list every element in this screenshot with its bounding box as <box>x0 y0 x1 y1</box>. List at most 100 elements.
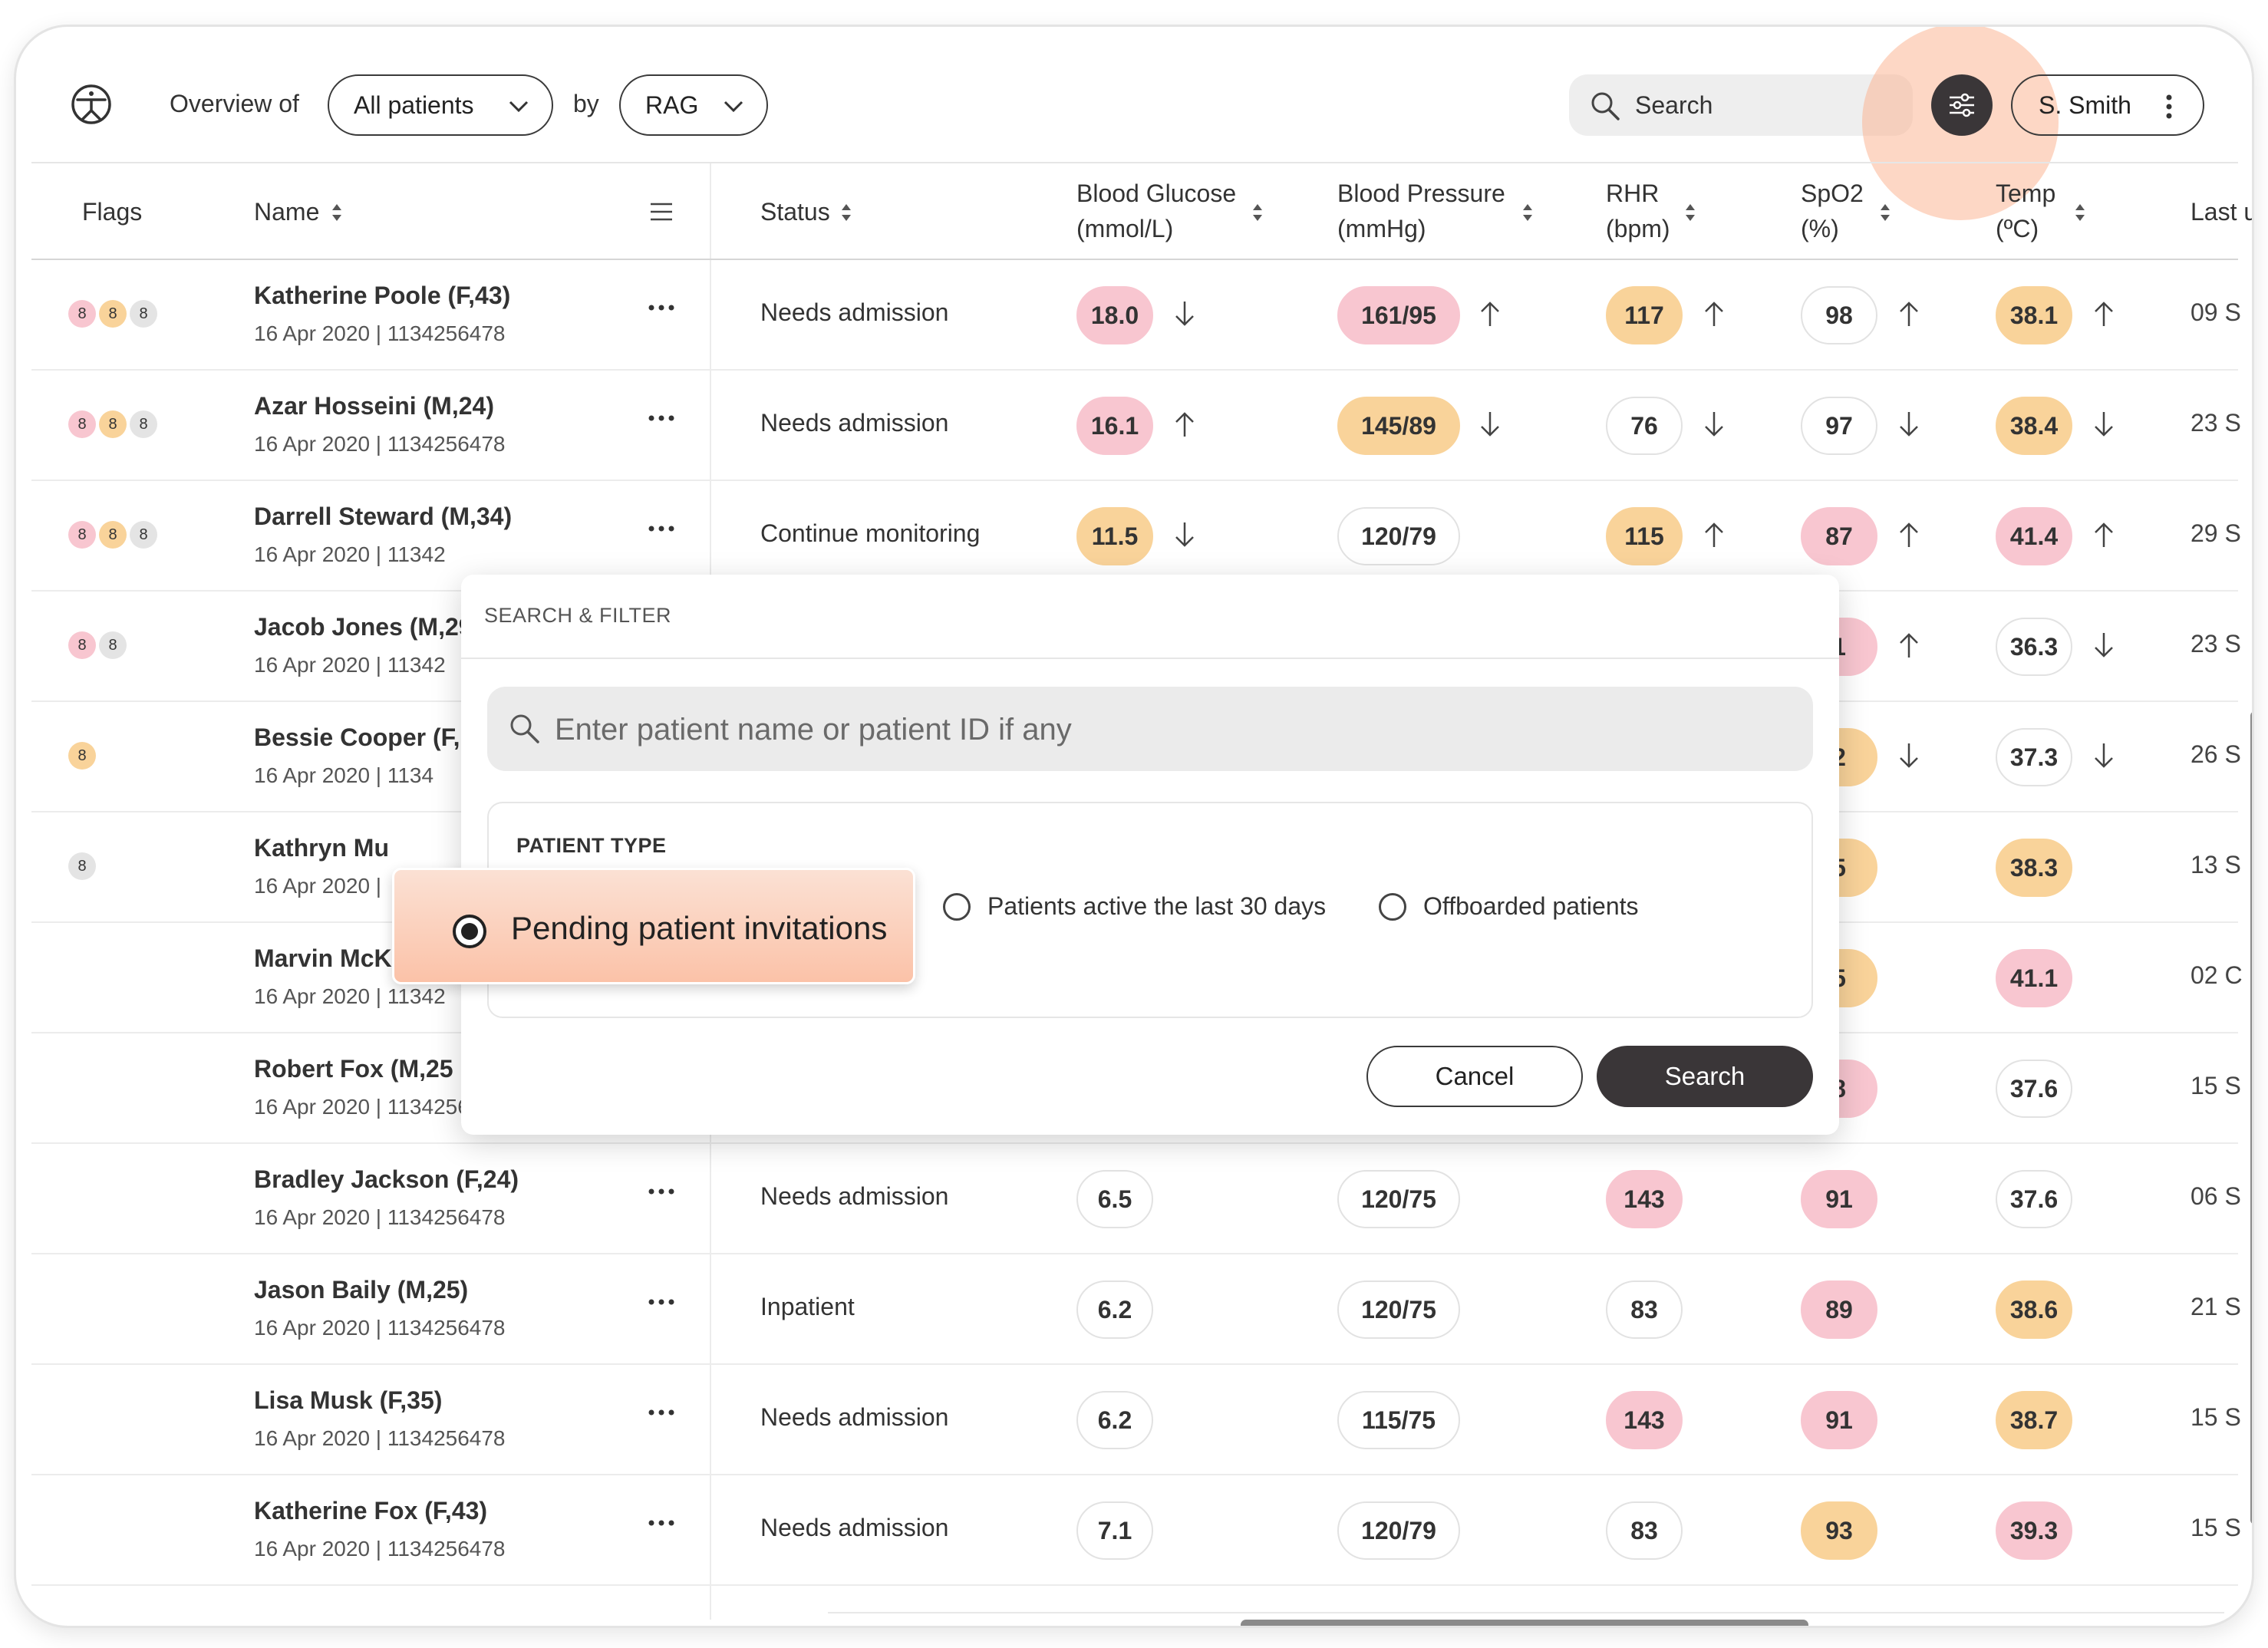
search-icon <box>1591 92 1620 120</box>
col-rhr[interactable]: RHR (bpm) <box>1606 176 1670 246</box>
patient-date-id: 16 Apr 2020 | 1134256478 <box>254 1537 506 1561</box>
col-spo2[interactable]: SpO2 (%) <box>1801 176 1864 246</box>
vital-badge: 38.3 <box>1996 839 2072 897</box>
patient-name[interactable]: Bradley Jackson (F,24) <box>254 1165 519 1193</box>
rag-select[interactable]: RAG <box>619 74 768 136</box>
col-status[interactable]: Status <box>760 198 830 226</box>
search-button[interactable]: Search <box>1597 1046 1813 1107</box>
vital-badge: 38.1 <box>1996 286 2072 344</box>
vital-badge: 98 <box>1801 286 1877 344</box>
patient-name[interactable]: Katherine Poole (F,43) <box>254 282 511 309</box>
patient-name[interactable]: Kathryn Mu <box>254 834 389 862</box>
vital-badge: 39.3 <box>1996 1501 2072 1560</box>
table-header: Flags Name Status Blood Glucose (mmol/L) … <box>31 162 2252 260</box>
horizontal-scrollbar[interactable] <box>1241 1620 1808 1626</box>
vital-badge: 18.0 <box>1076 286 1153 344</box>
table-row[interactable]: 8 8 8 Darrell Steward (M,34) 16 Apr 2020 | 1… <box>31 481 2241 592</box>
sort-icon[interactable] <box>331 202 343 223</box>
last-updated: 26 S <box>2191 740 2241 768</box>
radio-active-label: Patients active the last 30 days <box>987 892 1327 920</box>
vital-badge: 83 <box>1606 1280 1683 1339</box>
row-more-icon[interactable] <box>648 526 674 532</box>
arrow-down-icon <box>1175 522 1194 547</box>
patient-name[interactable]: Jason Baily (M,25) <box>254 1276 469 1304</box>
sort-icon[interactable] <box>840 202 852 223</box>
row-more-icon[interactable] <box>648 1299 674 1305</box>
patient-name[interactable]: Lisa Musk (F,35) <box>254 1386 443 1414</box>
search-filter-dialog: SEARCH & FILTER Enter patient name or pa… <box>461 575 1839 1135</box>
vital-badge: 41.4 <box>1996 507 2072 565</box>
app-logo-icon[interactable] <box>70 83 113 126</box>
patient-name[interactable]: Bessie Cooper (F, <box>254 723 460 751</box>
patient-name[interactable]: Jacob Jones (M,29 <box>254 613 473 641</box>
patient-name[interactable]: Katherine Fox (F,43) <box>254 1497 488 1524</box>
last-updated: 21 S <box>2191 1293 2241 1320</box>
row-more-icon[interactable] <box>648 1409 674 1416</box>
table-row[interactable]: 8 8 8 Katherine Poole (F,43) 16 Apr 2020 | 1… <box>31 260 2241 371</box>
sort-icon[interactable] <box>1684 202 1696 223</box>
app-window: Overview of All patients by RAG Search S… <box>14 25 2254 1628</box>
table-row[interactable]: Lisa Musk (F,35) 16 Apr 2020 | 1134256478… <box>31 1365 2241 1475</box>
sort-icon[interactable] <box>1251 202 1264 223</box>
sort-icon[interactable] <box>1879 202 1891 223</box>
col-temp[interactable]: Temp (ºC) <box>1996 176 2055 246</box>
patient-search-input[interactable]: Enter patient name or patient ID if any <box>487 687 1813 771</box>
table-row[interactable]: Katherine Fox (F,43) 16 Apr 2020 | 113425… <box>31 1475 2241 1586</box>
table-row[interactable]: Jason Baily (M,25) 16 Apr 2020 | 11342564… <box>31 1254 2241 1365</box>
row-more-icon[interactable] <box>648 305 674 311</box>
filter-button[interactable] <box>1931 74 1993 136</box>
last-updated: 15 S <box>2191 1403 2241 1431</box>
radio-active-30-days[interactable]: Patients active the last 30 days <box>943 892 1326 921</box>
vital-badge: 161/95 <box>1337 286 1460 344</box>
vertical-scrollbar[interactable] <box>2250 711 2252 1524</box>
patient-name[interactable]: Darrell Steward (M,34) <box>254 503 513 530</box>
kebab-menu-icon <box>2166 94 2172 119</box>
header-search-input[interactable]: Search <box>1569 74 1913 136</box>
patient-date-id: 16 Apr 2020 | 1134256478 <box>254 1205 506 1229</box>
col-name[interactable]: Name <box>254 198 320 226</box>
vital-badge: 76 <box>1606 397 1683 455</box>
column-menu-icon[interactable] <box>650 202 673 222</box>
last-updated: 02 C <box>2191 961 2243 989</box>
row-more-icon[interactable] <box>648 415 674 421</box>
vital-badge: 41.1 <box>1996 949 2072 1007</box>
flag-badge: 8 <box>130 300 157 328</box>
vital-badge: 120/79 <box>1337 1501 1460 1560</box>
vital-badge: 120/75 <box>1337 1170 1460 1228</box>
patient-name[interactable]: Robert Fox (M,25 <box>254 1055 453 1083</box>
radio-pending-invitations[interactable]: Pending patient invitations <box>392 868 915 984</box>
last-updated: 29 S <box>2191 519 2241 547</box>
radio-offboarded-label: Offboarded patients <box>1423 892 1639 920</box>
sort-icon[interactable] <box>2074 202 2086 223</box>
radio-offboarded[interactable]: Offboarded patients <box>1379 892 1639 921</box>
vital-badge: 115 <box>1606 507 1683 565</box>
by-label: by <box>573 90 599 117</box>
patient-name[interactable]: Azar Hosseini (M,24) <box>254 392 494 420</box>
patient-table: Flags Name Status Blood Glucose (mmol/L) … <box>31 162 2252 1620</box>
last-updated: 13 S <box>2191 851 2241 878</box>
user-menu-button[interactable]: S. Smith <box>2011 74 2204 136</box>
patients-select[interactable]: All patients <box>328 74 553 136</box>
sort-icon[interactable] <box>1521 202 1534 223</box>
arrow-down-icon <box>1175 302 1194 326</box>
col-last-updated[interactable]: Last u <box>2191 198 2254 226</box>
row-more-icon[interactable] <box>648 1520 674 1526</box>
flag-badge: 8 <box>68 410 96 438</box>
col-blood-pressure[interactable]: Blood Pressure (mmHg) <box>1337 176 1505 246</box>
patient-status: Inpatient <box>760 1293 855 1320</box>
patient-date-id: 16 Apr 2020 | 1134256478 <box>254 1316 506 1340</box>
vital-badge: 16.1 <box>1076 397 1153 455</box>
arrow-down-icon <box>1705 412 1723 437</box>
arrow-up-icon <box>1900 522 1918 547</box>
table-row[interactable]: 8 8 8 Azar Hosseini (M,24) 16 Apr 2020 | 113… <box>31 371 2241 481</box>
flag-badge: 8 <box>130 521 157 549</box>
cancel-button[interactable]: Cancel <box>1366 1046 1583 1107</box>
row-more-icon[interactable] <box>648 1188 674 1195</box>
last-updated: 23 S <box>2191 630 2241 658</box>
patient-search-placeholder: Enter patient name or patient ID if any <box>555 713 1072 747</box>
top-bar: Overview of All patients by RAG Search S… <box>16 27 2252 220</box>
table-row[interactable]: Bradley Jackson (F,24) 16 Apr 2020 | 1134… <box>31 1144 2241 1254</box>
col-blood-glucose[interactable]: Blood Glucose (mmol/L) <box>1076 176 1236 246</box>
